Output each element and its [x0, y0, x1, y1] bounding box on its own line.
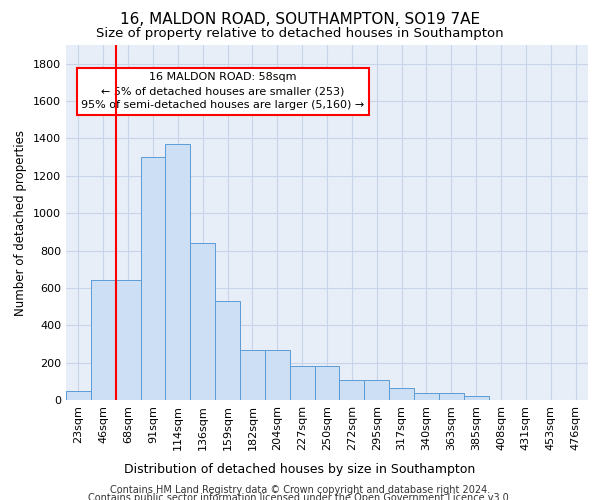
Bar — [464, 396, 488, 400]
Text: Distribution of detached houses by size in Southampton: Distribution of detached houses by size … — [124, 462, 476, 475]
Y-axis label: Number of detached properties: Number of detached properties — [14, 130, 28, 316]
Text: Contains public sector information licensed under the Open Government Licence v3: Contains public sector information licen… — [88, 493, 512, 500]
Bar — [190, 243, 215, 400]
Bar — [364, 380, 389, 400]
Bar — [414, 394, 439, 400]
Bar — [240, 350, 265, 400]
Bar — [166, 144, 190, 400]
Bar — [215, 301, 240, 400]
Bar — [389, 388, 414, 400]
Bar — [340, 380, 364, 400]
Bar — [66, 390, 91, 400]
Text: Contains HM Land Registry data © Crown copyright and database right 2024.: Contains HM Land Registry data © Crown c… — [110, 485, 490, 495]
Bar — [265, 350, 290, 400]
Bar — [140, 157, 166, 400]
Bar — [439, 394, 464, 400]
Text: Size of property relative to detached houses in Southampton: Size of property relative to detached ho… — [96, 28, 504, 40]
Bar — [116, 280, 140, 400]
Text: 16 MALDON ROAD: 58sqm
← 5% of detached houses are smaller (253)
95% of semi-deta: 16 MALDON ROAD: 58sqm ← 5% of detached h… — [81, 72, 364, 110]
Bar — [290, 366, 314, 400]
Bar — [91, 280, 116, 400]
Text: 16, MALDON ROAD, SOUTHAMPTON, SO19 7AE: 16, MALDON ROAD, SOUTHAMPTON, SO19 7AE — [120, 12, 480, 28]
Bar — [314, 366, 340, 400]
